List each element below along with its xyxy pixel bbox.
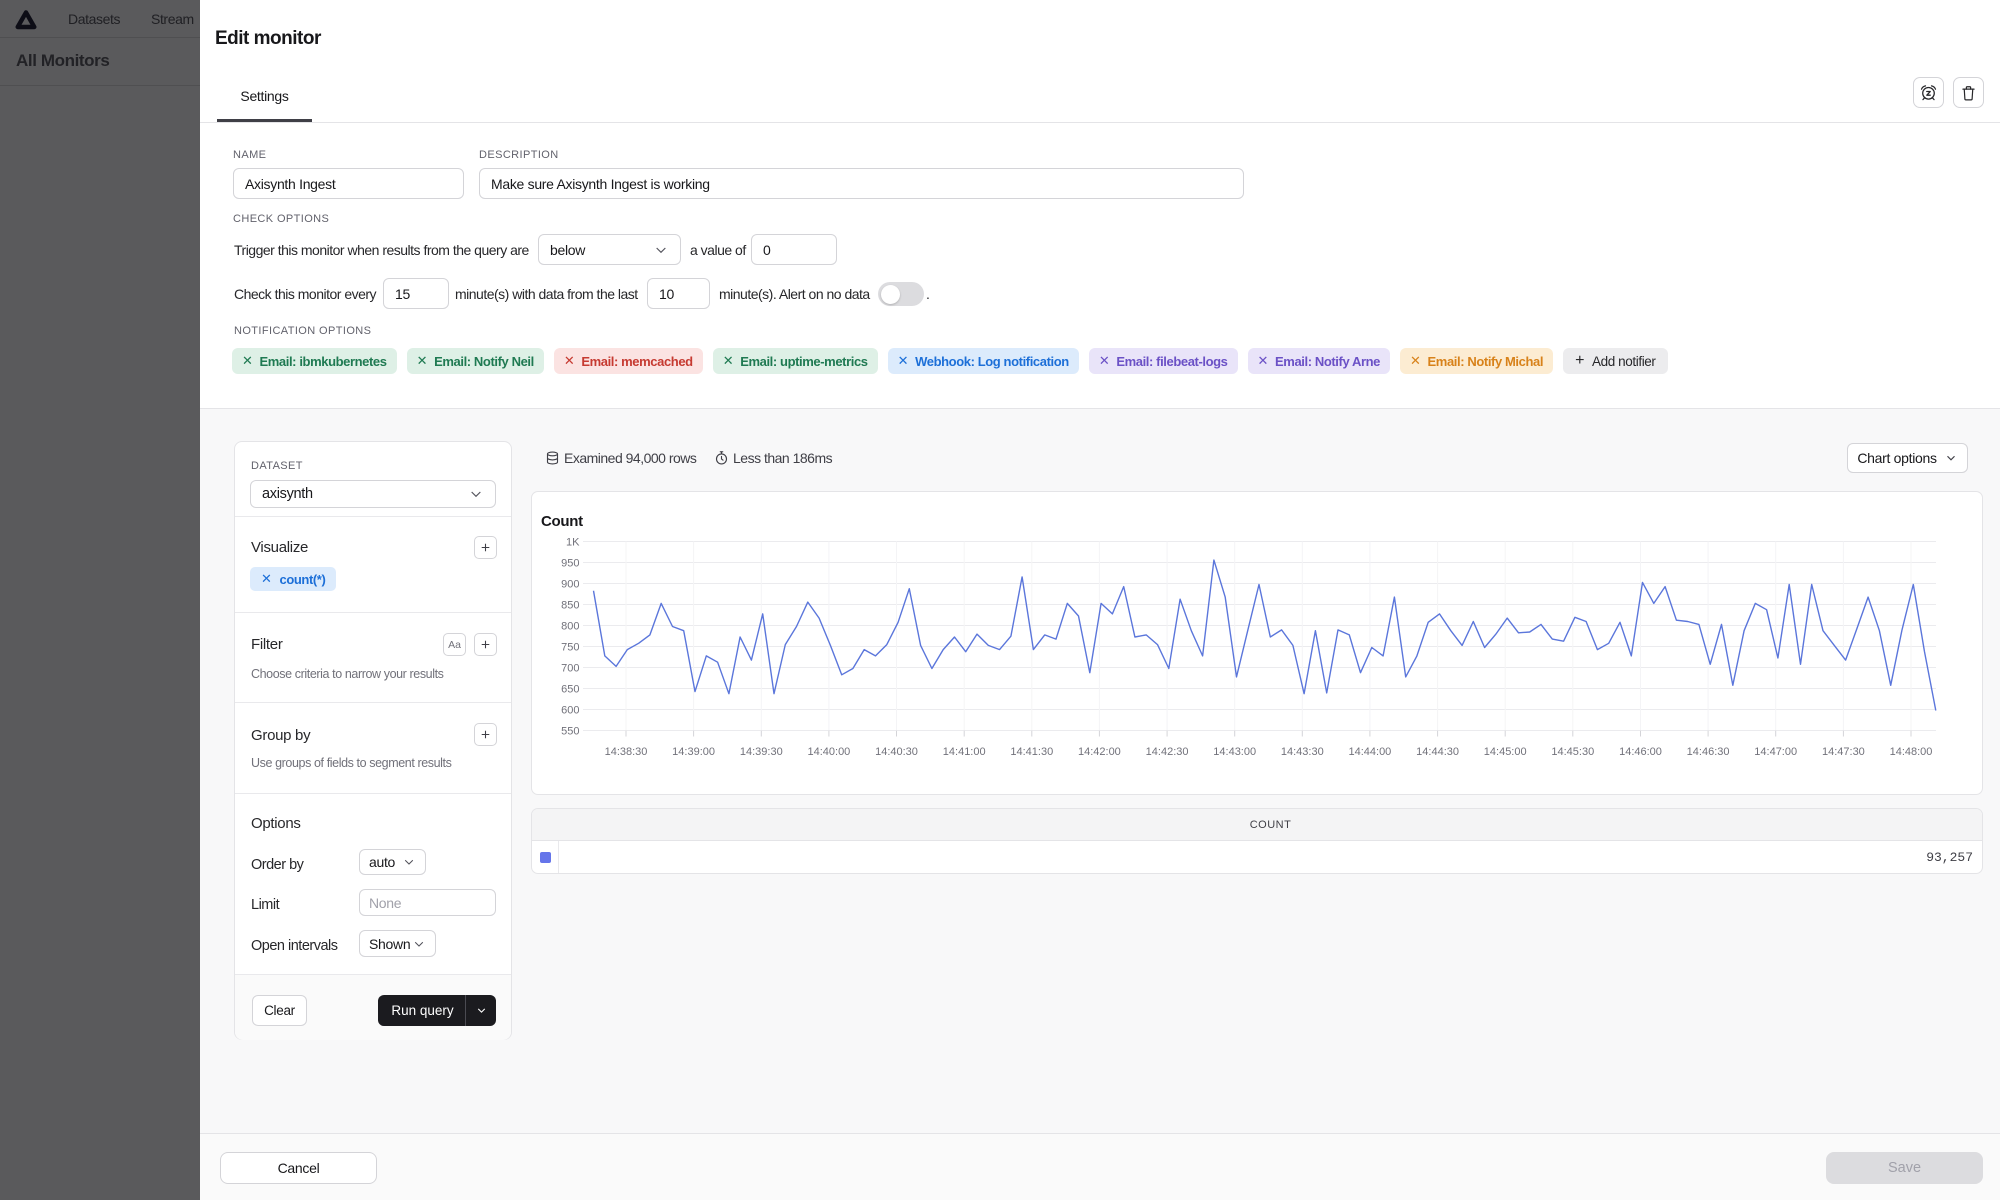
svg-text:14:41:00: 14:41:00 bbox=[943, 746, 986, 758]
svg-text:950: 950 bbox=[561, 557, 579, 569]
svg-text:14:45:00: 14:45:00 bbox=[1484, 746, 1527, 758]
svg-text:Count: Count bbox=[541, 513, 583, 530]
svg-text:14:42:00: 14:42:00 bbox=[1078, 746, 1121, 758]
svg-text:14:45:30: 14:45:30 bbox=[1551, 746, 1594, 758]
svg-text:14:39:00: 14:39:00 bbox=[672, 746, 715, 758]
svg-text:650: 650 bbox=[561, 683, 579, 695]
svg-text:14:41:30: 14:41:30 bbox=[1010, 746, 1053, 758]
svg-text:14:43:30: 14:43:30 bbox=[1281, 746, 1324, 758]
svg-text:14:40:30: 14:40:30 bbox=[875, 746, 918, 758]
svg-text:550: 550 bbox=[561, 725, 579, 737]
svg-text:800: 800 bbox=[561, 620, 579, 632]
svg-text:14:44:00: 14:44:00 bbox=[1348, 746, 1391, 758]
svg-text:850: 850 bbox=[561, 599, 579, 611]
svg-text:14:42:30: 14:42:30 bbox=[1146, 746, 1189, 758]
svg-text:900: 900 bbox=[561, 578, 579, 590]
svg-text:14:40:00: 14:40:00 bbox=[807, 746, 850, 758]
svg-text:600: 600 bbox=[561, 704, 579, 716]
svg-text:14:39:30: 14:39:30 bbox=[740, 746, 783, 758]
svg-text:14:46:30: 14:46:30 bbox=[1687, 746, 1730, 758]
svg-text:14:44:30: 14:44:30 bbox=[1416, 746, 1459, 758]
svg-text:750: 750 bbox=[561, 641, 579, 653]
svg-text:14:47:00: 14:47:00 bbox=[1754, 746, 1797, 758]
svg-text:14:38:30: 14:38:30 bbox=[605, 746, 648, 758]
svg-text:14:46:00: 14:46:00 bbox=[1619, 746, 1662, 758]
svg-text:1K: 1K bbox=[566, 536, 580, 548]
svg-text:700: 700 bbox=[561, 662, 579, 674]
svg-text:14:43:00: 14:43:00 bbox=[1213, 746, 1256, 758]
svg-text:14:47:30: 14:47:30 bbox=[1822, 746, 1865, 758]
svg-text:14:48:00: 14:48:00 bbox=[1890, 746, 1933, 758]
